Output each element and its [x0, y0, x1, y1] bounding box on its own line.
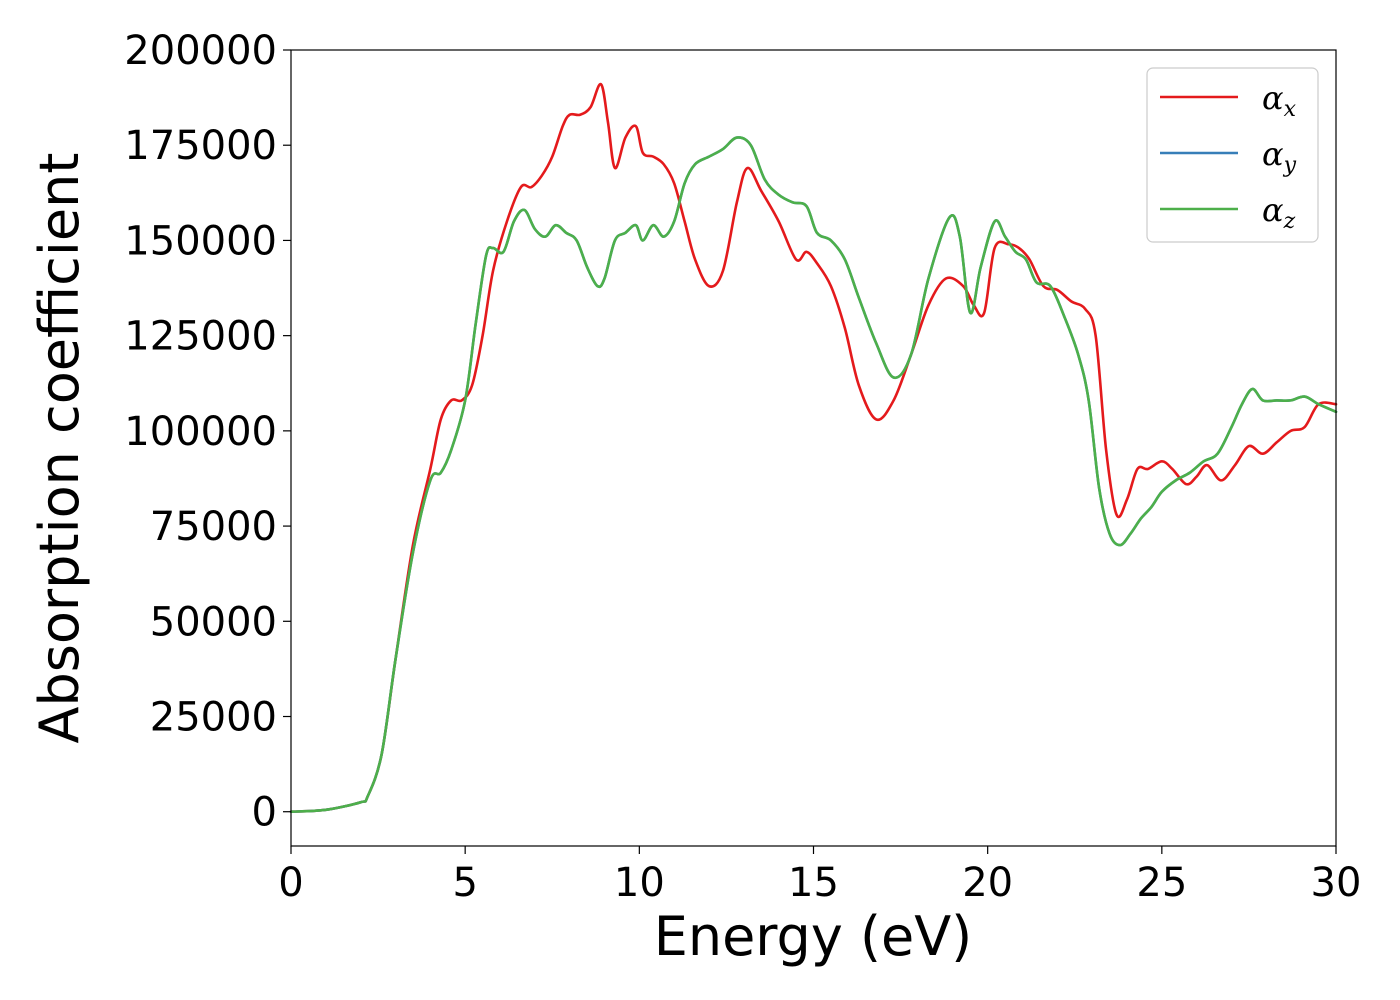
x-tick-label: 20 — [962, 860, 1013, 906]
legend-entries: αx αy αz — [1160, 79, 1297, 234]
y-tick-label: 75000 — [150, 504, 277, 550]
y-tick-label: 200000 — [124, 28, 277, 74]
series-layer — [289, 82, 1338, 814]
y-tick-label: 150000 — [124, 218, 277, 264]
x-tick-label: 30 — [1311, 860, 1362, 906]
x-axis-ticks: 0 5 10 15 20 25 30 — [278, 846, 1361, 906]
legend-label-y: αy — [1262, 135, 1297, 178]
x-tick-label: 15 — [788, 860, 839, 906]
x-axis-title: Energy (eV) — [654, 905, 973, 968]
legend-label-x: αx — [1262, 79, 1297, 122]
y-axis-ticks: 0 25000 50000 75000 100000 125000 150000 175000… — [124, 28, 291, 836]
series-line-z — [289, 136, 1338, 814]
y-tick-label: 175000 — [124, 123, 277, 169]
x-tick-label: 5 — [452, 860, 477, 906]
legend-label-z: αz — [1262, 191, 1296, 234]
x-tick-label: 25 — [1136, 860, 1187, 906]
y-axis-title: Absorption coefficient — [28, 153, 91, 744]
y-tick-label: 0 — [252, 790, 277, 836]
series-line-x — [289, 82, 1338, 814]
x-tick-label: 10 — [614, 860, 665, 906]
y-tick-label: 25000 — [150, 695, 277, 741]
y-tick-label: 125000 — [124, 314, 277, 360]
x-tick-label: 0 — [278, 860, 303, 906]
legend-box — [1146, 67, 1319, 243]
y-tick-label: 100000 — [124, 409, 277, 455]
legend: αx αy αz — [1146, 67, 1319, 243]
y-tick-label: 50000 — [150, 599, 277, 645]
